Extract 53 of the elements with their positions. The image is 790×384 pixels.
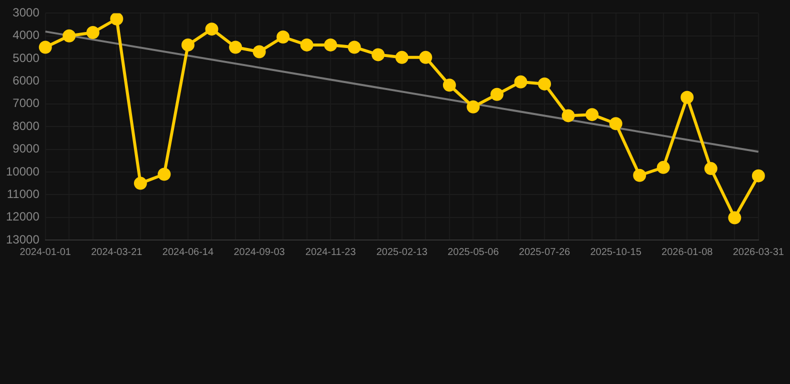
point — [300, 38, 314, 52]
point — [395, 50, 408, 64]
point — [633, 168, 646, 182]
point — [466, 100, 480, 114]
point — [62, 29, 76, 42]
point — [609, 117, 622, 130]
point — [110, 13, 124, 26]
point — [538, 77, 552, 90]
x-tick-label: 2025-05-06 — [448, 246, 500, 258]
point — [514, 75, 528, 88]
point — [324, 38, 338, 52]
point — [656, 160, 670, 174]
point — [680, 90, 694, 104]
point — [586, 108, 599, 122]
y-tick-label: 10000 — [6, 164, 40, 178]
y-tick-label: 5000 — [12, 50, 40, 65]
y-tick-label: 9000 — [12, 142, 40, 156]
y-tick-label: 3000 — [12, 6, 40, 20]
y-tick-label: 11000 — [6, 186, 40, 201]
point — [252, 45, 266, 58]
point — [728, 211, 742, 224]
point — [158, 168, 171, 181]
x-tick-label: 2024-03-21 — [91, 246, 143, 258]
point — [562, 109, 575, 122]
point — [205, 22, 218, 36]
x-tick-label: 2025-07-26 — [518, 246, 571, 258]
point — [490, 88, 504, 101]
point — [86, 26, 100, 39]
point — [229, 40, 242, 54]
x-tick-label: 2024-11-23 — [305, 246, 356, 258]
x-tick-label: 2025-02-13 — [376, 246, 428, 258]
point — [276, 30, 290, 44]
point — [134, 176, 147, 190]
y-tick-label: 8000 — [12, 118, 40, 133]
x-tick-label: 2024-01-01 — [20, 246, 72, 258]
x-tick-label: 2026-01-08 — [662, 246, 714, 258]
x-tick-label: 2024-09-03 — [234, 246, 286, 258]
y-tick-label: 13000 — [6, 232, 40, 246]
point — [38, 40, 52, 54]
point — [704, 162, 718, 176]
point — [419, 50, 432, 64]
x-tick-label: 2025-10-15 — [590, 246, 642, 258]
y-tick-label: 4000 — [12, 28, 40, 42]
point — [442, 78, 456, 92]
x-tick-label: 2026-03-31 — [732, 246, 784, 258]
y-tick-label: 7000 — [12, 96, 40, 110]
point — [372, 48, 385, 62]
point — [181, 38, 194, 52]
y-tick-label: 6000 — [12, 74, 40, 88]
point — [348, 40, 361, 54]
x-tick-label: 2024-06-14 — [162, 246, 214, 258]
y-tick-label: 12000 — [6, 210, 40, 224]
point — [752, 169, 765, 182]
